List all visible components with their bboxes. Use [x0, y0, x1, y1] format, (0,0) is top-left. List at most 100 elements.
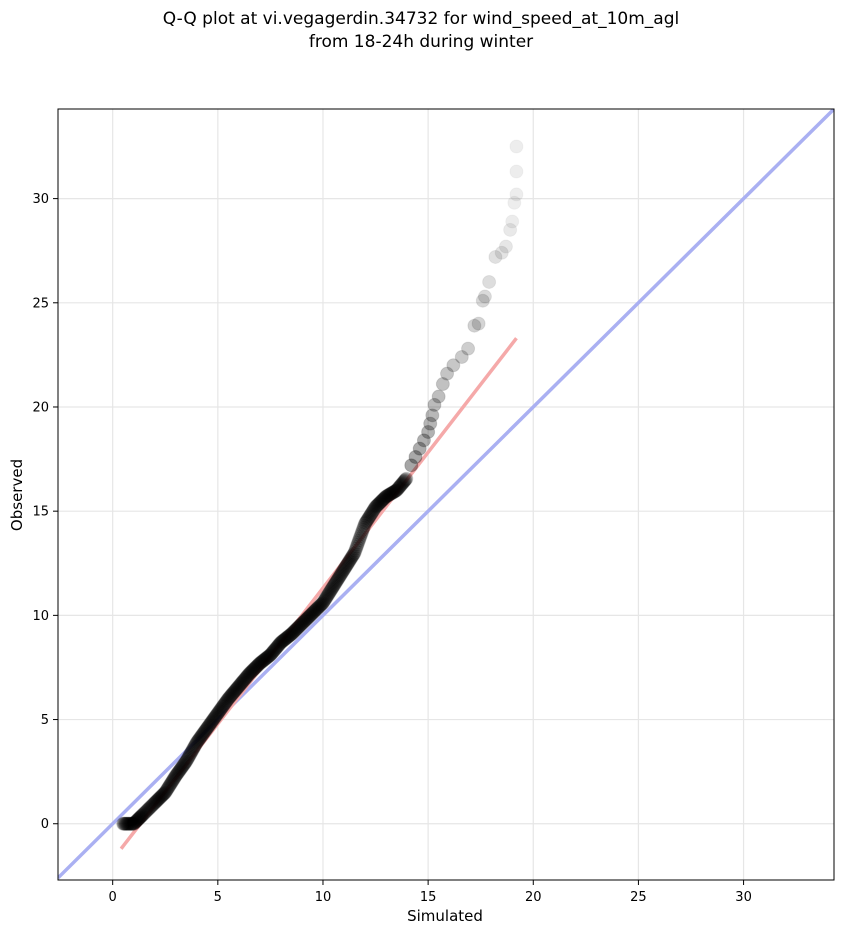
qq-point	[232, 678, 247, 693]
qq-point	[393, 478, 408, 493]
qq-point	[136, 807, 151, 822]
qq-point	[179, 754, 194, 769]
qq-point	[293, 618, 308, 633]
y-axis-label: Observed	[8, 459, 26, 531]
qq-point	[127, 816, 142, 831]
qq-point	[349, 539, 364, 554]
qq-point	[268, 641, 283, 656]
qq-point	[357, 518, 372, 533]
qq-point	[240, 668, 255, 683]
qq-tail-point	[498, 239, 513, 254]
qq-point	[211, 705, 226, 720]
qq-point	[295, 615, 310, 630]
qq-point	[151, 792, 166, 807]
x-tick-label: 0	[109, 890, 117, 905]
qq-point	[261, 649, 276, 664]
qq-point	[210, 706, 225, 721]
qq-point	[192, 732, 207, 747]
qq-point	[367, 501, 382, 516]
qq-tail-point	[440, 366, 455, 381]
qq-point	[158, 785, 173, 800]
qq-tail-point	[505, 215, 519, 229]
qq-point	[390, 482, 405, 497]
qq-point	[309, 602, 324, 617]
qq-point	[171, 765, 186, 780]
qq-point	[246, 662, 261, 677]
qq-point	[355, 525, 370, 540]
qq-point	[286, 624, 301, 639]
y-tick-label: 25	[32, 296, 49, 311]
qq-point	[170, 766, 185, 781]
qq-point	[246, 662, 261, 677]
qq-point	[301, 609, 316, 624]
qq-point	[251, 657, 266, 672]
qq-point	[171, 764, 186, 779]
qq-point	[183, 746, 198, 761]
qq-point	[391, 481, 406, 496]
qq-point	[358, 516, 373, 531]
qq-point	[238, 671, 253, 686]
qq-point	[300, 611, 315, 626]
qq-point	[219, 693, 234, 708]
qq-point	[383, 486, 398, 501]
qq-point	[169, 767, 184, 782]
qq-point	[306, 604, 321, 619]
qq-tail-point	[408, 449, 423, 464]
qq-point	[227, 684, 242, 699]
qq-point	[362, 509, 377, 524]
qq-point	[210, 707, 225, 722]
qq-point	[280, 630, 295, 645]
qq-point	[392, 479, 407, 494]
qq-point	[116, 816, 131, 831]
qq-point	[204, 715, 219, 730]
qq-point	[258, 651, 273, 666]
qq-point	[355, 522, 370, 537]
qq-point	[297, 614, 312, 629]
qq-point	[224, 688, 239, 703]
qq-point	[361, 510, 376, 525]
qq-point	[360, 513, 375, 528]
qq-point	[187, 739, 202, 754]
qq-point	[118, 816, 133, 831]
qq-point	[327, 577, 342, 592]
qq-point	[269, 640, 284, 655]
qq-point	[374, 494, 389, 509]
qq-point	[186, 740, 201, 755]
qq-point	[353, 529, 368, 544]
qq-point	[196, 726, 211, 741]
qq-point	[388, 483, 403, 498]
qq-point	[127, 815, 142, 830]
qq-point	[297, 613, 312, 628]
qq-point	[237, 672, 252, 687]
qq-point	[356, 520, 371, 535]
qq-point	[239, 670, 254, 685]
qq-point	[266, 644, 281, 659]
qq-point	[363, 508, 378, 523]
qq-point	[385, 485, 400, 500]
qq-point	[397, 473, 412, 488]
qq-point	[152, 791, 167, 806]
qq-point	[183, 747, 198, 762]
qq-point	[184, 744, 199, 759]
qq-point	[148, 795, 163, 810]
qq-point	[216, 697, 231, 712]
y-tick-label: 15	[32, 505, 49, 520]
x-axis-label: Simulated	[407, 907, 483, 925]
qq-point	[352, 531, 367, 546]
qq-tail-point	[467, 318, 482, 333]
qq-point	[137, 805, 152, 820]
qq-point	[222, 690, 237, 705]
qq-point	[243, 665, 258, 680]
qq-point	[394, 477, 409, 492]
qq-point	[365, 504, 380, 519]
qq-point	[387, 484, 402, 499]
qq-point	[149, 793, 164, 808]
qq-point	[333, 568, 348, 583]
qq-point	[192, 731, 207, 746]
qq-point	[307, 604, 322, 619]
qq-point	[276, 633, 291, 648]
qq-point	[201, 719, 216, 734]
plot-frame	[57, 108, 835, 881]
qq-point	[120, 816, 135, 831]
qq-point	[364, 505, 379, 520]
